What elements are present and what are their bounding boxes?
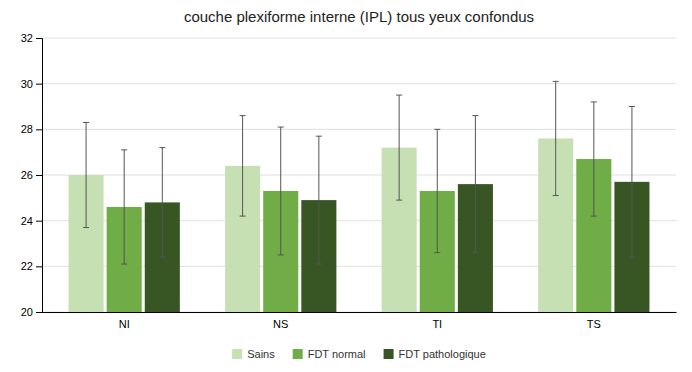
y-tick-mark: [36, 221, 42, 222]
y-tick-mark: [36, 312, 42, 313]
y-axis: 20 22 24 26 28 30 32: [21, 32, 43, 318]
y-tick-label: 30: [21, 78, 33, 90]
legend-swatch: [232, 349, 242, 359]
x-tick: NI: [119, 318, 130, 330]
grid-line: [42, 83, 676, 84]
error-bar: [591, 102, 597, 216]
y-tick-label: 22: [21, 260, 33, 272]
legend-item: Sains: [232, 348, 275, 360]
y-axis-line: [36, 39, 43, 313]
marks: [69, 81, 650, 312]
x-tick-label: NI: [119, 318, 130, 330]
y-tick: 28: [21, 123, 42, 135]
error-bar: [434, 129, 440, 252]
y-tick-mark: [36, 84, 42, 85]
y-tick-mark: [36, 129, 42, 130]
grid-line: [42, 129, 676, 130]
legend-label: Sains: [247, 348, 275, 360]
y-tick-label: 28: [21, 123, 33, 135]
error-bar: [240, 116, 246, 216]
y-tick-mark: [36, 266, 42, 267]
error-bar: [121, 150, 127, 264]
error-bar: [316, 136, 322, 264]
error-bar: [159, 148, 165, 258]
chart: 20 22 24 26 28 30 32 NI NS TI TS couche plexiforme …: [0, 0, 692, 372]
legend-swatch: [384, 349, 394, 359]
y-tick: 20: [21, 306, 42, 318]
y-tick-label: 24: [21, 215, 33, 227]
y-tick-label: 20: [21, 306, 33, 318]
legend-label: FDT normal: [308, 348, 366, 360]
x-tick: TS: [587, 318, 601, 330]
legend-item: FDT pathologique: [384, 348, 486, 360]
legend-label: FDT pathologique: [399, 348, 486, 360]
legend-swatch: [293, 349, 303, 359]
series: [107, 102, 612, 312]
y-tick: 26: [21, 169, 42, 181]
grid: [42, 38, 676, 312]
y-tick-label: 32: [21, 32, 33, 44]
x-axis: NI NS TI TS: [43, 313, 677, 330]
x-tick-label: TS: [587, 318, 601, 330]
title: couche plexiforme interne (IPL) tous yeu…: [184, 8, 534, 25]
error-bar: [553, 81, 559, 195]
x-axis-line: [43, 312, 677, 313]
y-tick-mark: [36, 175, 42, 176]
legend: Sains FDT normal FDT pathologique: [232, 348, 486, 360]
y-tick: 32: [21, 32, 42, 44]
series: [145, 107, 650, 313]
error-bar: [278, 127, 284, 255]
error-bar: [396, 95, 402, 200]
x-tick: TI: [432, 318, 442, 330]
series: [69, 81, 574, 312]
x-tick: NS: [273, 318, 288, 330]
legend-item: FDT normal: [293, 348, 366, 360]
plot: 20 22 24 26 28 30 32 NI NS TI TS: [21, 32, 677, 330]
error-bar: [472, 116, 478, 253]
y-tick: 24: [21, 215, 42, 227]
x-tick-label: NS: [273, 318, 288, 330]
grid-line: [42, 38, 676, 39]
y-tick: 30: [21, 78, 42, 90]
y-tick-label: 26: [21, 169, 33, 181]
y-tick-mark: [36, 38, 42, 39]
error-bar: [83, 122, 89, 227]
y-tick: 22: [21, 260, 42, 272]
error-bar: [629, 107, 635, 258]
x-tick-label: TI: [432, 318, 442, 330]
